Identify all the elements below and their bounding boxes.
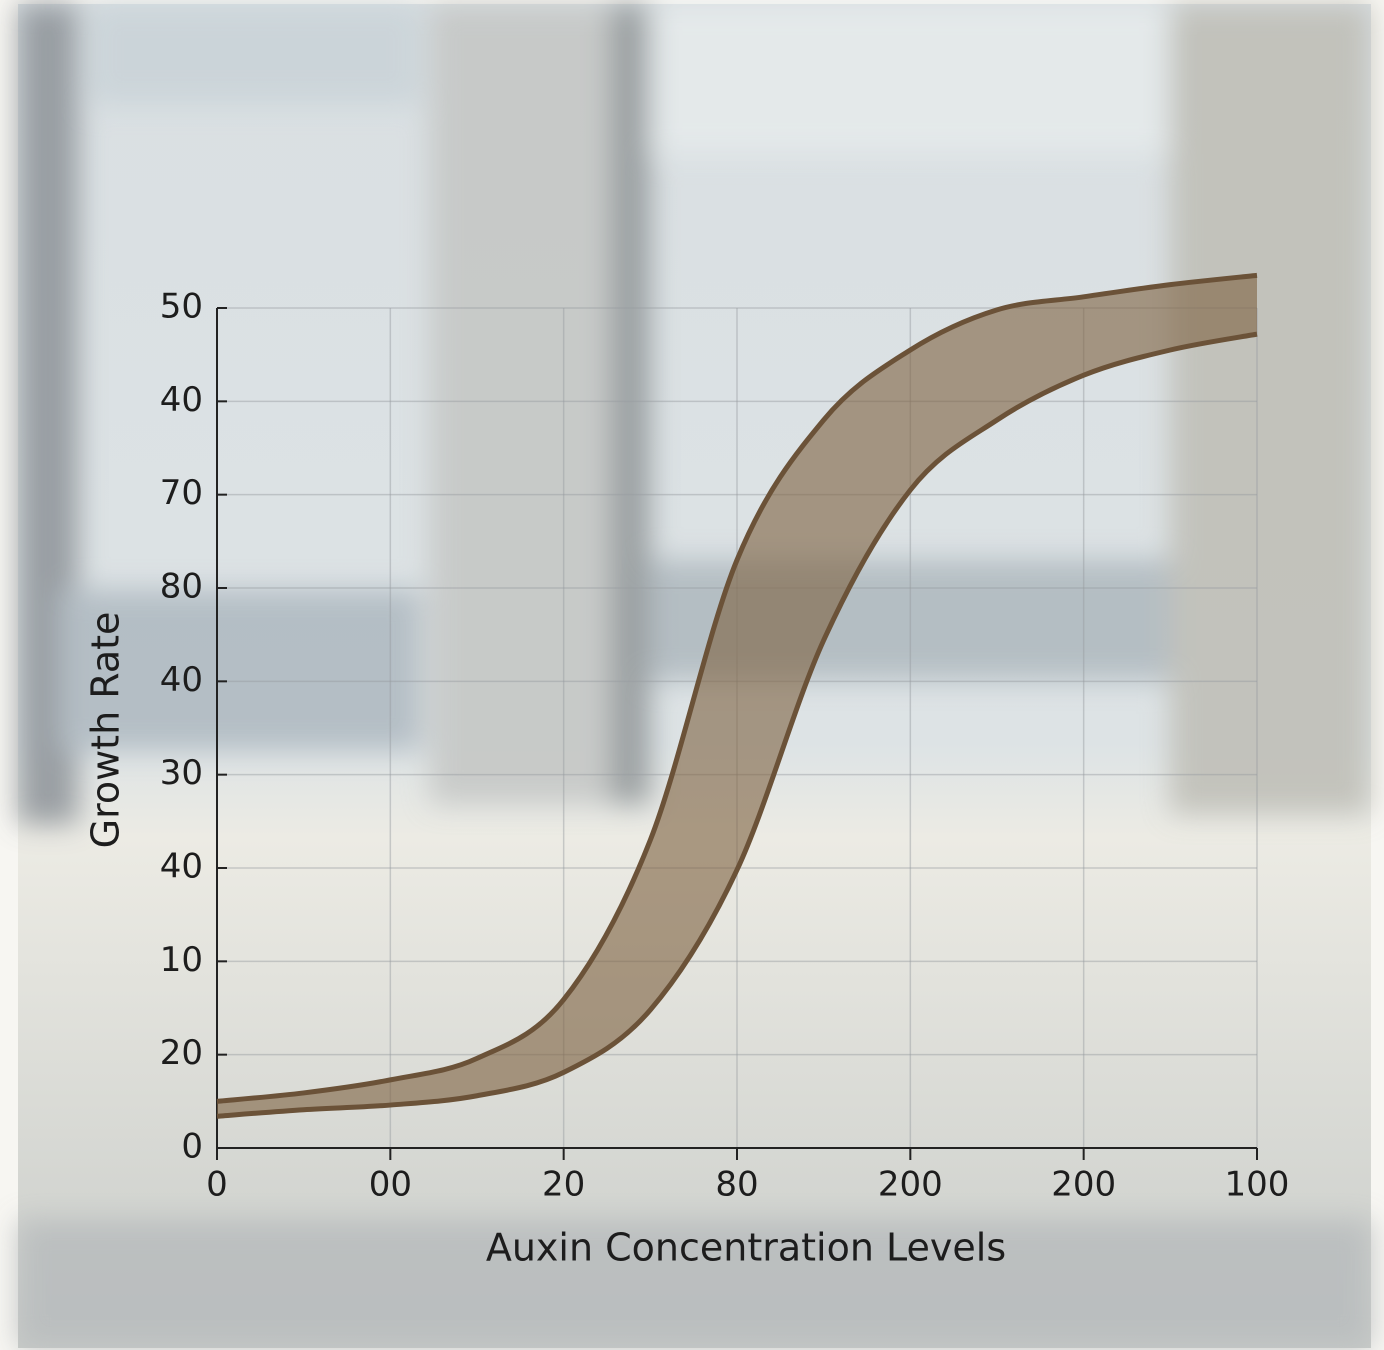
- x-axis-title: Auxin Concentration Levels: [486, 1226, 1006, 1270]
- y-tick-label: 20: [160, 1033, 203, 1073]
- y-tick-label: 30: [160, 753, 203, 793]
- y-axis-title: Growth Rate: [84, 612, 128, 849]
- x-tick-label: 200: [1051, 1165, 1116, 1205]
- y-tick-label: 10: [160, 940, 203, 980]
- x-tick-label: 200: [878, 1165, 943, 1205]
- page: {"chart_data": {"type": "band", "x_label…: [0, 0, 1384, 1350]
- x-tick-label: 00: [369, 1165, 412, 1205]
- y-tick-label: 40: [160, 847, 203, 887]
- y-tick-label: 40: [160, 660, 203, 700]
- y-tick-label: 40: [160, 380, 203, 420]
- background: [18, 4, 1371, 1348]
- x-tick-label: 20: [542, 1165, 585, 1205]
- x-tick-label: 80: [715, 1165, 758, 1205]
- y-tick-label: 0: [181, 1127, 203, 1167]
- y-tick-label: 70: [160, 473, 203, 513]
- chart: Growth Rate Auxin Concentration Levels 0…: [0, 0, 1384, 1350]
- y-tick-label: 50: [160, 287, 203, 327]
- x-tick-label: 100: [1225, 1165, 1290, 1205]
- x-tick-label: 0: [206, 1165, 228, 1205]
- y-tick-label: 80: [160, 567, 203, 607]
